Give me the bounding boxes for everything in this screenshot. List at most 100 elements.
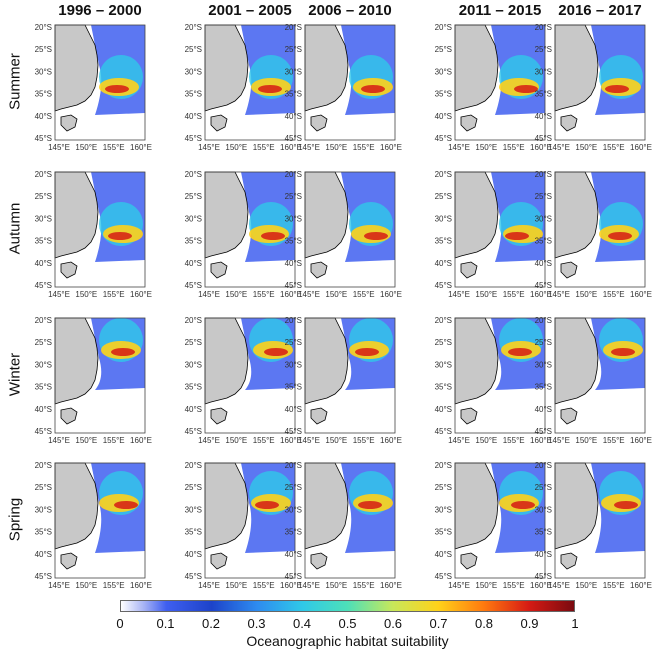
lon-tick: 155°E [503,290,525,299]
lat-tick: 35°S [435,528,452,537]
tasmania [210,261,228,279]
colorbar-gradient [120,600,575,612]
lon-tick: 150°E [475,581,497,590]
tasmania [560,552,578,570]
tasmania [210,114,228,132]
lat-tick: 20°S [535,461,552,470]
lat-tick: 20°S [435,316,452,325]
lat-tick: 40°S [285,259,302,268]
lat-tick: 40°S [185,112,202,121]
australia-coast [454,171,499,259]
lat-tick: 20°S [285,170,302,179]
colorbar-tick: 0.4 [292,616,312,631]
lon-tick: 155°E [253,290,275,299]
tasmania [460,114,478,132]
lat-tick: 35°S [285,528,302,537]
lat-tick: 35°S [285,90,302,99]
tasmania [310,552,328,570]
lat-tick: 40°S [185,259,202,268]
tasmania [210,407,228,425]
lat-tick: 35°S [535,528,552,537]
lat-tick: 25°S [185,338,202,347]
lon-tick: 145°E [198,290,220,299]
lat-tick: 35°S [435,383,452,392]
tasmania [460,261,478,279]
lat-tick: 20°S [35,316,52,325]
tasmania [60,407,78,425]
lat-tick: 40°S [435,550,452,559]
lat-tick: 45°S [435,134,452,143]
habitat-field [241,318,295,390]
colorbar-tick: 0.1 [156,616,175,631]
lon-tick: 150°E [225,436,247,445]
lat-tick: 40°S [435,405,452,414]
australia-coast [304,24,349,112]
lon-tick: 150°E [225,581,247,590]
lat-tick: 35°S [435,90,452,99]
australia-coast [54,462,99,550]
lat-tick: 35°S [35,90,52,99]
lat-tick: 20°S [35,170,52,179]
australia-coast [454,462,499,550]
tasmania [560,261,578,279]
lat-tick: 30°S [185,214,202,223]
habitat-field [241,25,295,115]
colorbar-tick: 1 [571,616,579,631]
lon-tick: 145°E [548,143,570,152]
habitat-field [341,463,395,553]
lat-tick: 40°S [285,550,302,559]
lat-tick: 25°S [285,338,302,347]
lat-tick: 30°S [285,505,302,514]
habitat-field [591,25,645,115]
lon-tick: 160°E [380,581,402,590]
lat-tick: 40°S [185,405,202,414]
lon-tick: 145°E [48,143,70,152]
lon-tick: 145°E [198,436,220,445]
lat-tick: 20°S [435,461,452,470]
lat-tick: 20°S [285,316,302,325]
lat-tick: 20°S [185,170,202,179]
lat-tick: 25°S [285,45,302,54]
lat-tick: 20°S [35,23,52,32]
lon-tick: 150°E [475,290,497,299]
lon-tick: 145°E [198,581,220,590]
lat-tick: 20°S [435,23,452,32]
lat-tick: 45°S [35,427,52,436]
lat-tick: 25°S [535,45,552,54]
lat-tick: 45°S [435,572,452,581]
lon-tick: 160°E [130,143,152,152]
lat-tick: 45°S [185,427,202,436]
lon-tick: 150°E [225,143,247,152]
lat-tick: 45°S [535,572,552,581]
lat-tick: 40°S [35,112,52,121]
lat-tick: 20°S [435,170,452,179]
lat-tick: 30°S [35,360,52,369]
column-title-5: 2016 – 2017 [558,2,642,19]
tasmania [210,552,228,570]
lat-tick: 40°S [35,259,52,268]
lon-tick: 160°E [530,436,552,445]
australia-coast [54,24,99,112]
habitat-field [241,172,295,262]
lon-tick: 160°E [280,290,302,299]
lat-tick: 35°S [185,383,202,392]
lat-tick: 45°S [285,427,302,436]
colorbar-tick: 0 [116,616,124,631]
lon-tick: 155°E [103,290,125,299]
lat-tick: 25°S [435,338,452,347]
australia-coast [204,24,249,112]
lon-tick: 150°E [575,436,597,445]
habitat-field [591,318,645,390]
column-title-1: 1996 – 2000 [58,2,142,19]
lat-tick: 20°S [185,461,202,470]
lon-tick: 155°E [353,290,375,299]
lat-tick: 45°S [535,427,552,436]
lon-tick: 145°E [448,436,470,445]
lon-tick: 160°E [280,143,302,152]
